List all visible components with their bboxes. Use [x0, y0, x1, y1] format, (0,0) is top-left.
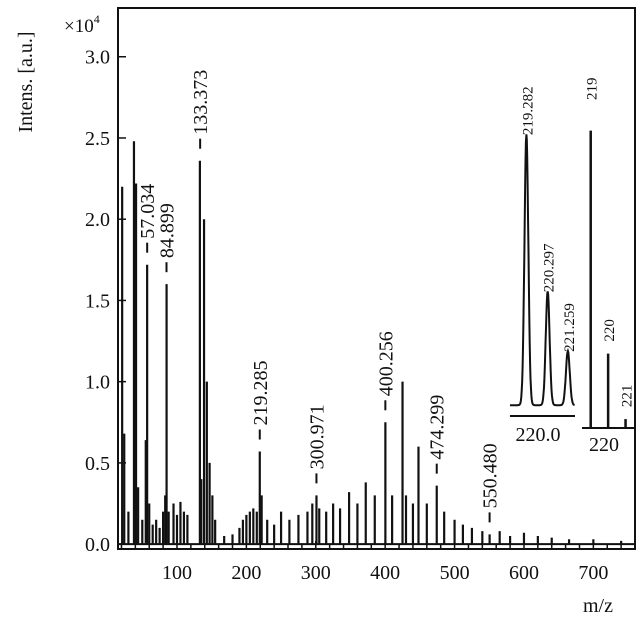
x-tick-label: 600: [509, 562, 539, 584]
inset1-peak-label: 221.259: [562, 303, 578, 352]
inset2-x-tick-label: 220: [589, 434, 619, 456]
inset1-peak-label: 220.297: [542, 243, 558, 292]
peak-annotation-label: 84.899: [157, 203, 179, 258]
y-tick-label: 0.5: [85, 453, 110, 475]
x-tick-label: 100: [162, 562, 192, 584]
inset1-x-tick-label: 220.0: [516, 424, 561, 446]
peak-annotation-label: 133.373: [190, 70, 212, 135]
y-multiplier: ×104: [64, 12, 100, 37]
y-tick-label: 0.0: [85, 534, 110, 556]
inset2-label-group: 219 220 221: [585, 78, 636, 408]
inset2-peak-label: 220: [602, 319, 618, 342]
y-tick-label: 1.0: [85, 372, 110, 394]
plot-frame: [117, 7, 636, 550]
inset-simulated-isotope: 219 220 221 220: [582, 78, 636, 456]
inset2-bar-group: [589, 130, 627, 428]
y-multiplier-exponent: 4: [94, 12, 100, 26]
y-tick-label: 2.5: [85, 128, 110, 150]
x-tick-group: 100 200 300 400 500 600 700: [120, 541, 622, 584]
peak-annotation-label: 219.285: [250, 361, 272, 426]
spectrum-trace-group: [118, 141, 635, 546]
y-tick-label: 3.0: [85, 47, 110, 69]
peak-annotation-label: 474.299: [427, 395, 449, 460]
y-axis-label: Intens. [a.u.]: [15, 31, 37, 132]
y-tick-label: 1.5: [85, 290, 110, 312]
peak-annotation-label: 300.971: [306, 404, 328, 469]
x-tick-label: 400: [370, 562, 400, 584]
x-tick-label: 500: [440, 562, 470, 584]
y-tick-label: 2.0: [85, 209, 110, 231]
x-tick-label: 700: [578, 562, 608, 584]
inset1-peak-label: 219.282: [520, 86, 536, 135]
inset1-isotope-trace: [510, 134, 575, 407]
inset1-trace-group: [510, 134, 575, 407]
x-tick-label: 200: [231, 562, 261, 584]
inset2-peak-label: 219: [585, 78, 601, 101]
peak-annotation-label: 57.034: [137, 184, 159, 239]
x-tick-label: 300: [301, 562, 331, 584]
y-multiplier-base: ×10: [64, 16, 94, 37]
inset2-peak-label: 221: [620, 385, 636, 408]
peak-annotation-label: 400.256: [375, 331, 397, 396]
peak-annotation-label: 550.480: [480, 443, 502, 508]
x-axis-label: m/z: [583, 595, 613, 617]
y-tick-group: 0.0 0.5 1.0 1.5 2.0 2.5 3.0: [85, 47, 126, 556]
